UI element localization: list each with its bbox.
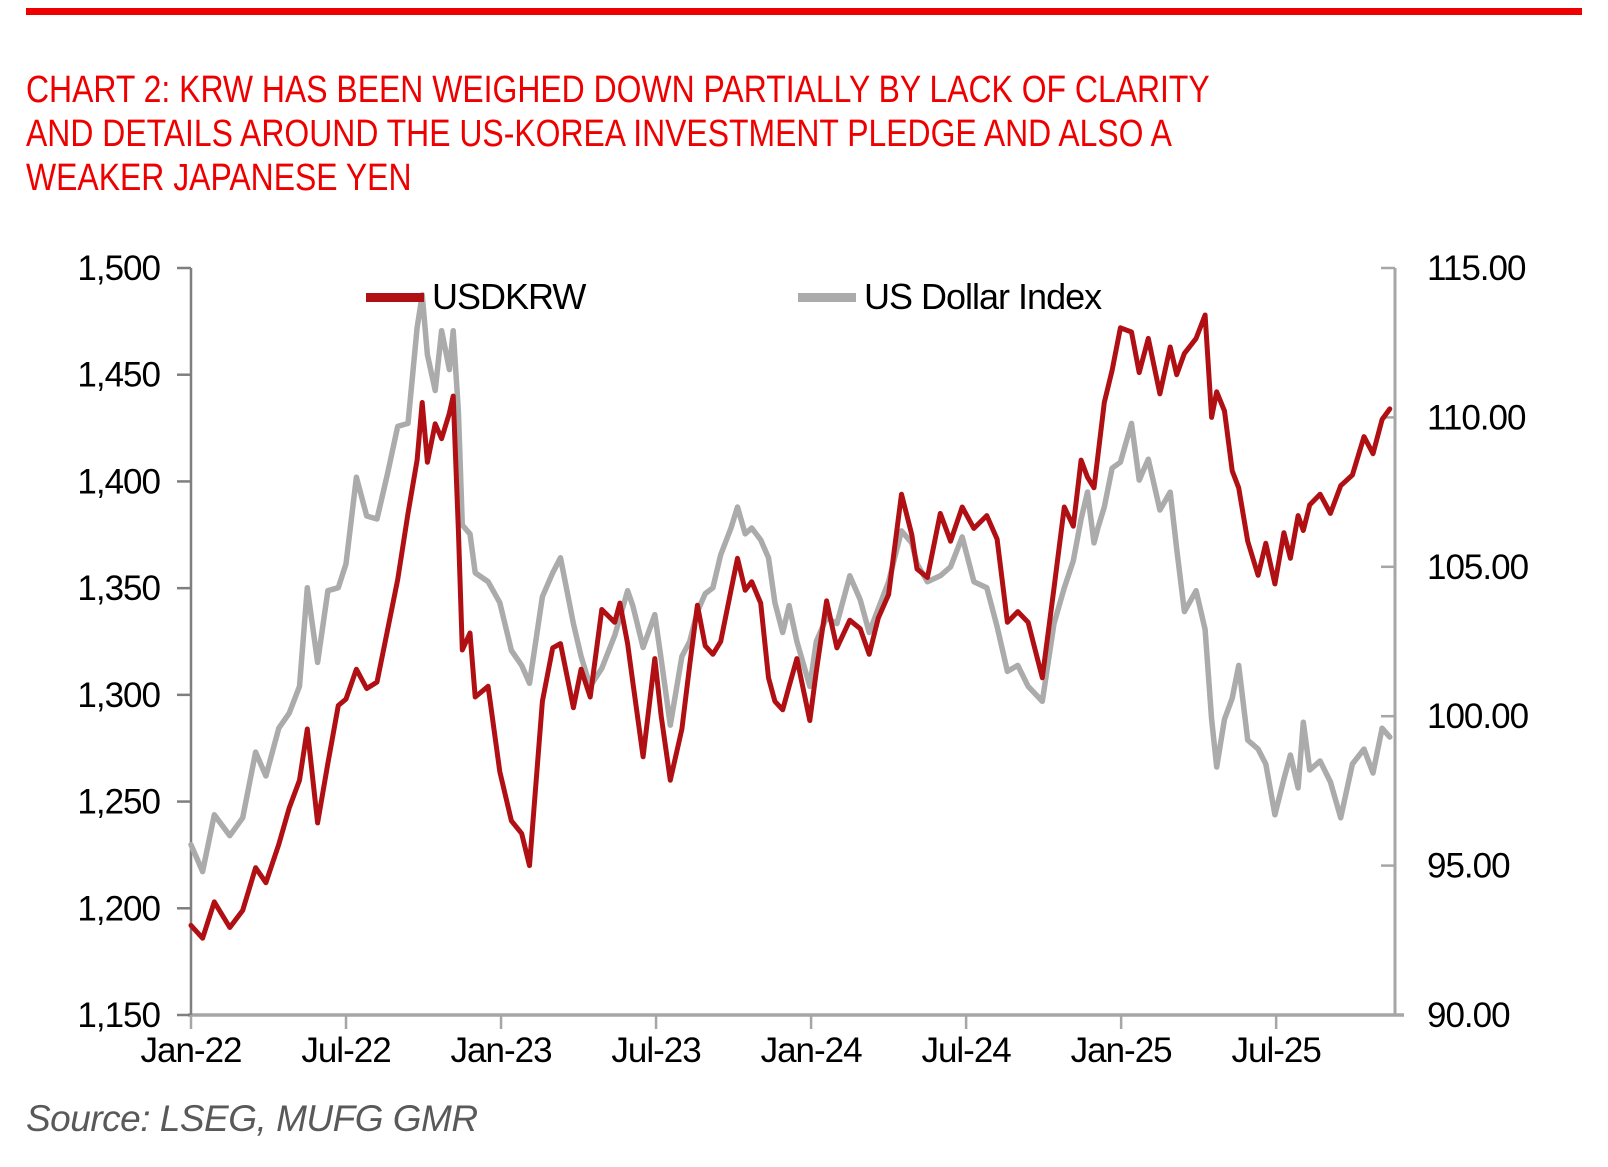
left-axis-tick-label: 1,150 (77, 996, 160, 1035)
chart-title-line-2: AND DETAILS AROUND THE US-KOREA INVESTME… (26, 113, 1172, 155)
right-axis-tick-label: 105.00 (1427, 548, 1529, 587)
left-axis-tick-label: 1,300 (77, 676, 160, 715)
legend-item-us-dollar-index: US Dollar Index (798, 276, 1102, 317)
x-axis-tick-label: Jul-23 (611, 1031, 700, 1070)
legend-label-us-dollar-index: US Dollar Index (864, 276, 1102, 317)
left-axis-tick-label: 1,450 (77, 356, 160, 395)
left-axis-tick-label: 1,250 (77, 783, 160, 822)
right-axis-tick-label: 115.00 (1427, 249, 1526, 288)
left-axis-tick-label: 1,500 (77, 249, 160, 288)
left-axis-tick-label: 1,350 (77, 569, 160, 608)
x-axis-tick-label: Jul-25 (1231, 1031, 1320, 1070)
right-axis-tick-label: 110.00 (1427, 398, 1526, 437)
chart-title-line-3: WEAKER JAPANESE YEN (26, 157, 412, 199)
right-axis-tick-label: 95.00 (1427, 847, 1510, 886)
left-axis-tick-label: 1,400 (77, 462, 160, 501)
x-axis-tick-label: Jan-22 (140, 1031, 241, 1070)
source-note: Source: LSEG, MUFG GMR (26, 1098, 478, 1139)
x-axis-tick-label: Jul-22 (301, 1031, 390, 1070)
x-axis-tick-label: Jul-24 (921, 1031, 1011, 1070)
right-axis-tick-label: 90.00 (1427, 996, 1510, 1035)
chart-title-line-1: CHART 2: KRW HAS BEEN WEIGHED DOWN PARTI… (26, 69, 1210, 111)
series-line-usdkrw (188, 312, 1393, 941)
x-axis-tick-label: Jan-23 (451, 1031, 552, 1070)
right-axis-tick-label: 100.00 (1427, 697, 1529, 736)
legend-swatch-us-dollar-index (798, 292, 856, 302)
x-axis-tick-label: Jan-25 (1071, 1031, 1172, 1070)
left-axis-tick-label: 1,200 (77, 889, 160, 928)
top-rule (26, 8, 1582, 15)
x-axis-tick-label: Jan-24 (761, 1031, 863, 1070)
legend-label-usdkrw: USDKRW (432, 276, 586, 317)
legend-swatch-usdkrw (366, 292, 424, 302)
chart-title: CHART 2: KRW HAS BEEN WEIGHED DOWN PARTI… (26, 68, 1608, 200)
legend-item-usdkrw: USDKRW (366, 276, 586, 317)
